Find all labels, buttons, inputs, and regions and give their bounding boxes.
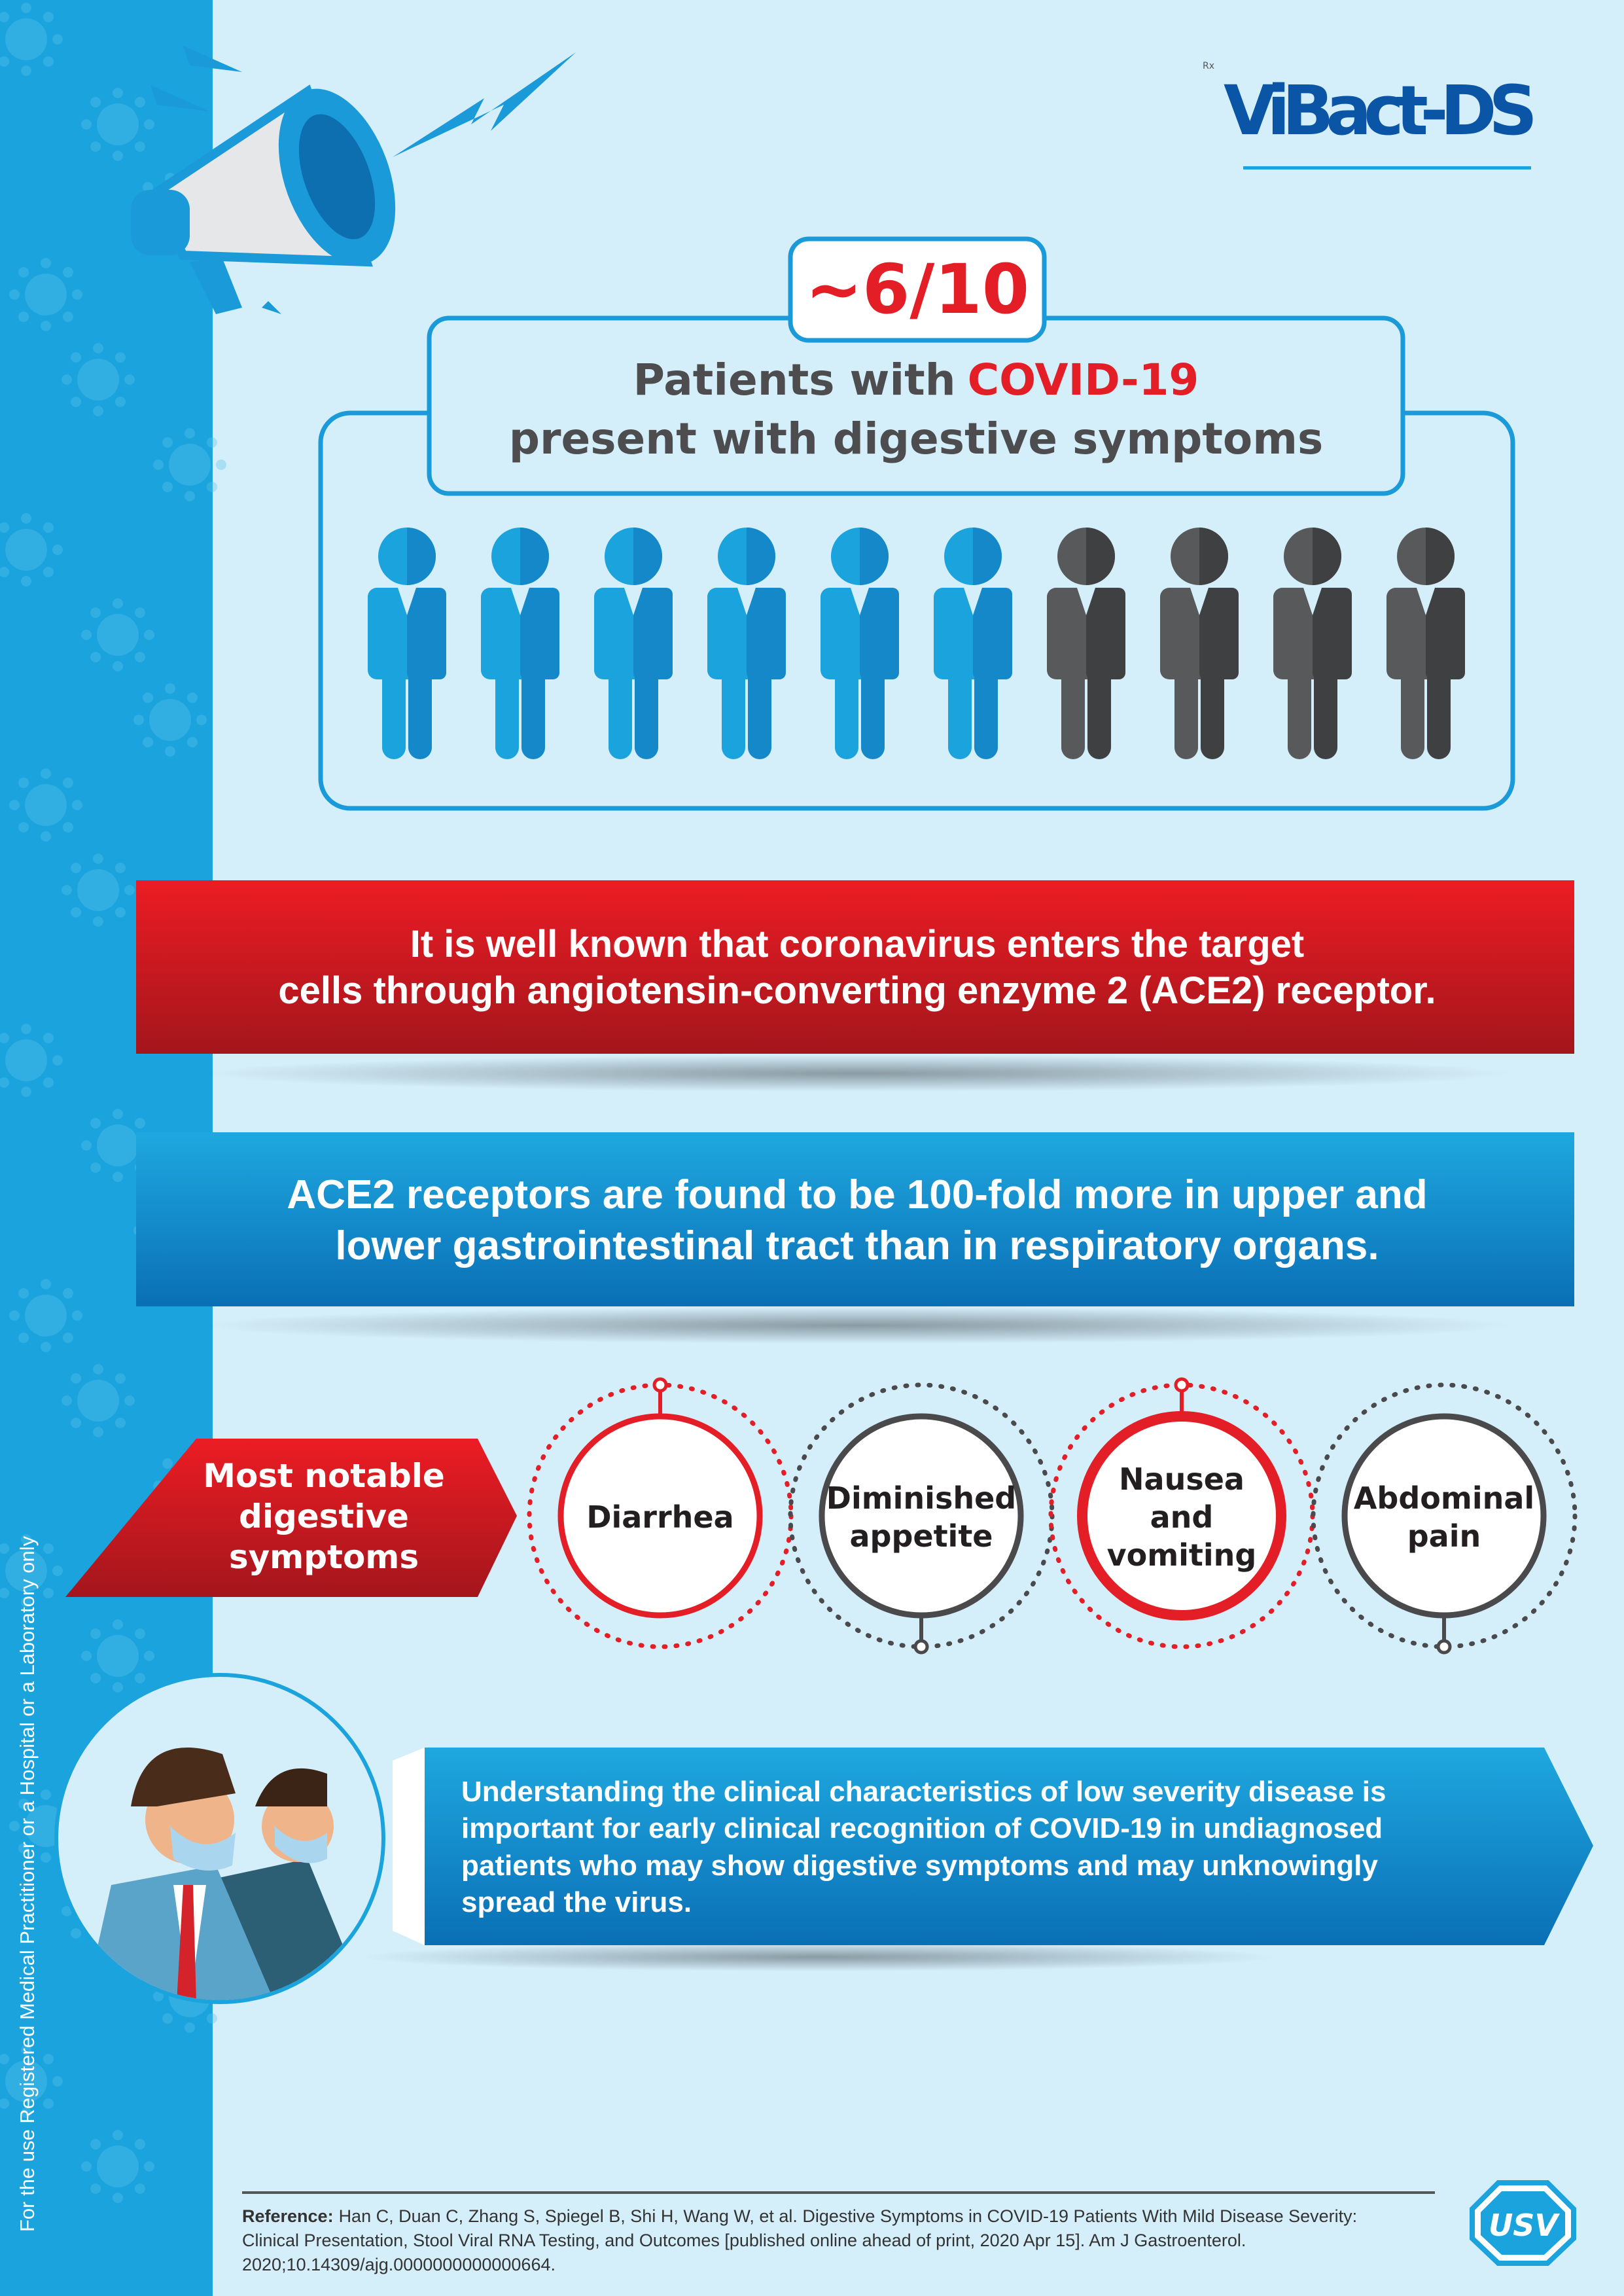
person-icon-unaffected (1386, 528, 1465, 759)
virus-icon (9, 768, 82, 842)
symptom-label: Diarrhea (586, 1499, 733, 1535)
usv-logo: USV (1470, 2180, 1576, 2266)
reference-line-3: 2020;10.14309/ajg.0000000000000664. (242, 2255, 556, 2274)
stat-line-1-prefix: Patients with (633, 355, 956, 405)
person-icon-unaffected (1273, 528, 1352, 759)
virus-icon (62, 853, 135, 927)
dotted-ring (1311, 1382, 1578, 1649)
megaphone-icon (131, 46, 576, 314)
lightning-icon (393, 52, 576, 157)
symptom-list: DiarrheaDiminishedappetiteNauseaandvomit… (527, 1377, 1578, 1655)
virus-icon (62, 343, 135, 416)
virus-icon (9, 1279, 82, 1352)
conclusion-line-3: patients who may show digestive symptoms… (461, 1850, 1378, 1882)
ratio-value: ~6/10 (805, 249, 1029, 329)
symptom-label: Nausea (1119, 1462, 1244, 1497)
ace2-receptor-banner (136, 1132, 1574, 1306)
person-icon-affected (481, 528, 559, 759)
conclusion-banner (425, 1748, 1593, 1945)
virus-icon (0, 2045, 63, 2118)
blue-banner-line-2: lower gastrointestinal tract than in res… (335, 1223, 1379, 1268)
virus-icon (0, 1024, 63, 1097)
usv-logo-text: USV (1489, 2208, 1560, 2243)
symptom-label: vomiting (1107, 1537, 1257, 1573)
symptom-label: Diminished (826, 1480, 1016, 1516)
virus-icon (81, 598, 154, 672)
person-icon-unaffected (1047, 528, 1125, 759)
symptom-label: appetite (849, 1518, 993, 1554)
virus-icon (81, 88, 154, 161)
banner-shadow (203, 1307, 1511, 1344)
conclusion-line-1: Understanding the clinical characteristi… (461, 1776, 1386, 1808)
people-row (368, 528, 1465, 759)
masked-people-illustration (54, 1673, 385, 2004)
logo-underline (1243, 166, 1531, 170)
symptom-circle (1341, 1413, 1547, 1619)
symptoms-heading-arrow (65, 1439, 517, 1597)
symptom-label: and (1150, 1499, 1214, 1535)
virus-icon (81, 1619, 154, 1693)
usage-note: For the use Registered Medical Practitio… (16, 1535, 39, 2232)
symptom-circle (819, 1413, 1024, 1619)
person-icon-affected (707, 528, 786, 759)
vibact-logo: ViBact-DS (1224, 71, 1538, 151)
virus-icon (0, 3, 63, 76)
virus-icon (62, 1364, 135, 1437)
red-banner-line-2: cells through angiotensin-converting enz… (278, 969, 1436, 1012)
reference-divider (242, 2191, 1435, 2194)
stat-highlight: COVID-19 (968, 355, 1199, 405)
virus-icon (81, 2130, 154, 2203)
ace2-entry-banner (136, 880, 1574, 1054)
conclusion-line-2: important for early clinical recognition… (461, 1812, 1383, 1844)
symptom-label: Abdominal (1354, 1480, 1534, 1516)
virus-icon (133, 683, 207, 757)
red-banner-line-1: It is well known that coronavirus enters… (410, 923, 1305, 965)
banner-shadow (203, 1055, 1511, 1092)
virus-icon (0, 1534, 63, 1607)
symptom-diarrhea: Diarrhea (527, 1377, 794, 1649)
person-icon-affected (821, 528, 899, 759)
symptoms-heading-line-3: symptoms (229, 1538, 419, 1576)
virus-icon (9, 258, 82, 331)
conclusion-line-4: spread the virus. (461, 1886, 692, 1918)
symptom-label: pain (1407, 1518, 1481, 1554)
symptoms-heading-line-2: digestive (239, 1498, 409, 1535)
symptoms-heading-line-1: Most notable (203, 1457, 445, 1495)
stat-description-box (427, 315, 1405, 496)
banner-shadow (360, 1943, 1276, 1971)
person-icon-affected (934, 528, 1012, 759)
reference-label: Reference: (242, 2206, 334, 2226)
blue-banner-line-1: ACE2 receptors are found to be 100-fold … (287, 1172, 1427, 1217)
person-icon-affected (368, 528, 446, 759)
virus-icon (0, 513, 63, 586)
reference-line-1: Han C, Duan C, Zhang S, Spiegel B, Shi H… (339, 2206, 1358, 2226)
ratio-box (788, 236, 1047, 343)
reference-line-2: Clinical Presentation, Stool Viral RNA T… (242, 2231, 1246, 2250)
stat-line-2: present with digestive symptoms (509, 414, 1324, 464)
rx-mark: Rx (1203, 61, 1214, 71)
virus-icon (153, 428, 226, 501)
person-icon-unaffected (1160, 528, 1239, 759)
person-icon-affected (594, 528, 673, 759)
